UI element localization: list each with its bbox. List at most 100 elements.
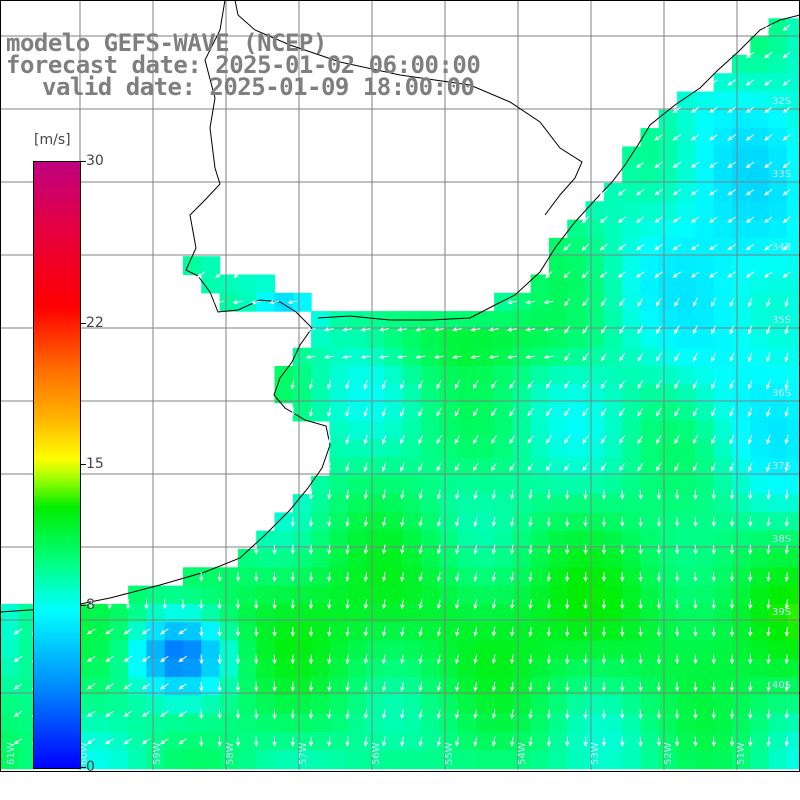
wind-arrow xyxy=(711,325,717,335)
wind-cell xyxy=(439,695,459,715)
wind-cell xyxy=(402,329,422,349)
wind-arrow xyxy=(254,654,259,665)
wind-cell xyxy=(603,256,623,276)
wind-cell xyxy=(585,402,605,422)
wind-cell xyxy=(219,274,239,294)
wind-arrow xyxy=(619,325,626,335)
wind-cell xyxy=(786,567,800,587)
wind-cell xyxy=(439,658,459,678)
wind-arrow xyxy=(360,327,371,332)
wind-arrow xyxy=(491,709,497,720)
wind-cell xyxy=(384,549,404,568)
wind-cell xyxy=(311,402,330,422)
wind-cell xyxy=(640,146,660,166)
wind-arrow xyxy=(105,710,114,717)
wind-cell xyxy=(530,695,550,715)
wind-cell xyxy=(329,494,349,513)
wind-cell xyxy=(237,732,257,751)
wind-arrow xyxy=(473,626,478,637)
wind-arrow xyxy=(455,489,460,500)
wind-arrow xyxy=(672,106,682,114)
wind-arrow xyxy=(528,709,533,720)
wind-arrow xyxy=(217,681,222,692)
wind-cell xyxy=(219,695,239,715)
wind-arrow xyxy=(637,380,644,390)
wind-cell xyxy=(786,658,800,678)
wind-cell xyxy=(347,585,367,605)
wind-arrow xyxy=(565,709,570,720)
wind-arrow xyxy=(305,354,316,360)
wind-cell xyxy=(677,530,696,550)
wind-arrow xyxy=(711,462,717,472)
wind-cell xyxy=(292,384,312,404)
wind-cell xyxy=(439,384,459,404)
wind-cell xyxy=(640,274,660,294)
wind-cell xyxy=(512,439,532,459)
wind-arrow xyxy=(564,352,571,362)
wind-arrow xyxy=(308,571,314,583)
wind-cell xyxy=(457,475,477,495)
wind-cell xyxy=(366,695,385,715)
wind-cell xyxy=(603,366,623,385)
wind-cell xyxy=(530,457,550,477)
wind-arrow xyxy=(745,216,755,223)
wind-arrow xyxy=(345,434,350,445)
wind-arrow xyxy=(327,379,332,390)
wind-cell xyxy=(713,750,733,770)
wind-cell xyxy=(732,640,751,660)
wind-arrow xyxy=(564,462,571,472)
wind-cell xyxy=(201,713,221,733)
wind-cell xyxy=(750,109,770,129)
wind-cell xyxy=(475,549,495,568)
wind-cell xyxy=(311,585,330,605)
wind-cell xyxy=(439,567,459,587)
wind-cell xyxy=(494,512,513,532)
wind-arrow xyxy=(400,517,405,528)
wind-arrow xyxy=(272,736,277,747)
wind-cell xyxy=(347,567,367,587)
wind-cell xyxy=(475,347,495,367)
wind-cell xyxy=(677,603,696,623)
wind-cell xyxy=(256,695,276,715)
wind-cell xyxy=(603,384,623,404)
wind-cell xyxy=(311,640,330,660)
wind-cell xyxy=(567,457,587,477)
wind-arrow xyxy=(674,517,680,528)
wind-cell xyxy=(603,402,623,422)
wind-arrow xyxy=(268,299,279,305)
wind-cell xyxy=(713,475,733,495)
wind-cell xyxy=(768,622,788,642)
wind-cell xyxy=(311,311,330,330)
wind-arrow xyxy=(272,626,277,637)
wind-cell xyxy=(420,732,440,751)
wind-cell xyxy=(494,292,513,312)
wind-cell xyxy=(292,402,312,422)
wind-cell xyxy=(366,603,385,623)
wind-arrow xyxy=(436,571,442,582)
wind-arrow xyxy=(308,654,314,665)
wind-arrow xyxy=(418,654,423,665)
wind-arrow xyxy=(711,352,717,362)
wind-cell xyxy=(457,713,477,733)
wind-cell xyxy=(292,366,312,385)
wind-cell xyxy=(658,658,678,678)
wind-cell xyxy=(732,512,751,532)
wind-cell xyxy=(91,750,111,770)
wind-cell xyxy=(786,640,800,660)
wind-arrow xyxy=(470,327,481,332)
wind-arrow xyxy=(638,654,643,665)
wind-arrow xyxy=(693,709,698,720)
wind-arrow xyxy=(327,681,332,692)
wind-arrow xyxy=(582,298,589,307)
wind-arrow xyxy=(235,736,241,747)
wind-cell xyxy=(384,475,404,495)
wind-arrow xyxy=(619,462,626,472)
wind-cell xyxy=(695,585,715,605)
wind-cell xyxy=(237,750,257,770)
wind-cell xyxy=(219,658,239,678)
wind-cell xyxy=(567,347,587,367)
wind-arrow xyxy=(711,736,716,747)
wind-arrow xyxy=(599,243,608,251)
wind-cell xyxy=(786,237,800,257)
wind-cell xyxy=(530,658,550,678)
